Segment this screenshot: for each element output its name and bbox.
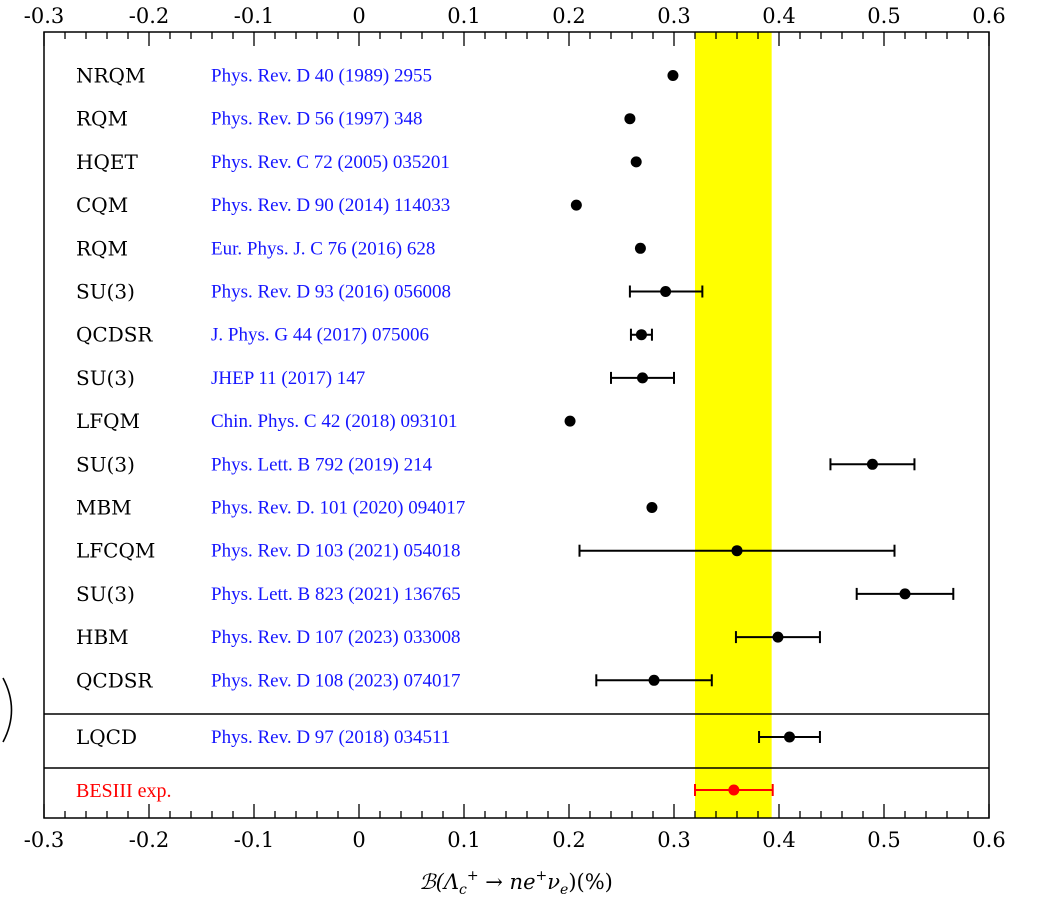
reference-label: Phys. Rev. D 108 (2023) 074017 xyxy=(211,670,460,691)
x-tick-label-top: -0.2 xyxy=(129,4,170,28)
model-label: QCDSR xyxy=(76,323,153,347)
side-glyph-layer xyxy=(2,677,13,743)
x-tick-label-top: 0 xyxy=(352,4,365,28)
exclusion-band-layer xyxy=(695,32,772,818)
model-label: MBM xyxy=(76,496,132,520)
model-label: RQM xyxy=(76,107,128,131)
data-point xyxy=(564,415,576,427)
reference-label: Phys. Lett. B 792 (2019) 214 xyxy=(211,454,433,475)
axis-title-sub: e xyxy=(560,882,568,898)
data-point xyxy=(570,199,582,211)
axis-title-sup: + xyxy=(467,868,479,884)
reference-label: Phys. Lett. B 823 (2021) 136765 xyxy=(211,584,461,605)
reference-label: Phys. Rev. D 97 (2018) 034511 xyxy=(211,727,450,748)
x-tick-label-top: -0.1 xyxy=(234,4,275,28)
plot-frame-layer xyxy=(43,31,990,819)
x-tick-label-bottom: -0.3 xyxy=(24,828,65,852)
model-label: LFCQM xyxy=(76,539,155,563)
x-tick-label-top: 0.6 xyxy=(972,4,1005,28)
model-label: SU(3) xyxy=(76,582,135,606)
data-point xyxy=(624,113,636,125)
x-tick-label-bottom: 0.4 xyxy=(762,828,795,852)
reference-label: Phys. Rev. D. 101 (2020) 094017 xyxy=(211,498,465,519)
tick-marks-layer xyxy=(43,32,990,818)
x-tick-label-bottom: 0.6 xyxy=(972,828,1005,852)
model-label: SU(3) xyxy=(76,452,135,476)
model-label: QCDSR xyxy=(76,668,153,692)
model-label: LFQM xyxy=(76,409,140,433)
experiment-label: BESIII exp. xyxy=(76,780,172,802)
axis-title-sup: + xyxy=(536,868,548,884)
x-tick-label-top: 0.1 xyxy=(447,4,480,28)
data-point xyxy=(784,731,795,743)
data-point xyxy=(646,502,658,513)
model-label: NRQM xyxy=(76,64,145,88)
x-tick-label-bottom: 0.2 xyxy=(552,828,585,852)
x-tick-label-bottom: -0.1 xyxy=(234,828,275,852)
data-point xyxy=(635,329,647,341)
data-point xyxy=(899,588,911,600)
reference-label: Phys. Rev. C 72 (2005) 035201 xyxy=(211,152,450,173)
reference-label: Phys. Rev. D 93 (2016) 056008 xyxy=(211,282,451,303)
x-tick-label-top: 0.2 xyxy=(552,4,585,28)
data-point xyxy=(634,242,646,254)
x-tick-label-bottom: -0.2 xyxy=(129,828,170,852)
axis-title-part: ν xyxy=(547,870,560,894)
measurement-band xyxy=(695,32,772,818)
reference-label: Phys. Rev. D 103 (2021) 054018 xyxy=(211,541,460,562)
axis-title-part: ℬ(Λ xyxy=(419,870,459,894)
data-point xyxy=(772,631,784,643)
reference-label: Phys. Rev. D 40 (1989) 2955 xyxy=(211,66,432,87)
axis-title-sub: c xyxy=(459,882,467,898)
data-point xyxy=(637,372,648,384)
x-tick-label-top: 0.5 xyxy=(867,4,900,28)
model-label: HQET xyxy=(76,150,138,174)
axis-title-part: )(%) xyxy=(568,870,613,894)
data-point xyxy=(731,545,743,557)
data-point xyxy=(866,458,878,470)
plot-frame xyxy=(43,31,990,819)
reference-label: Chin. Phys. C 42 (2018) 093101 xyxy=(211,411,458,432)
axis-title-part: → ne xyxy=(479,870,536,894)
data-point xyxy=(660,286,672,297)
reference-label: JHEP 11 (2017) 147 xyxy=(211,368,365,389)
reference-label: J. Phys. G 44 (2017) 075006 xyxy=(211,325,429,346)
reference-label: Eur. Phys. J. C 76 (2016) 628 xyxy=(211,238,435,259)
data-point xyxy=(630,156,642,168)
model-label: RQM xyxy=(76,236,128,260)
x-tick-label-top: 0.4 xyxy=(762,4,795,28)
reference-label: Phys. Rev. D 107 (2023) 033008 xyxy=(211,627,460,648)
data-point xyxy=(667,70,679,81)
data-point xyxy=(648,674,660,686)
reference-label: Phys. Rev. D 56 (1997) 348 xyxy=(211,109,422,130)
x-tick-label-bottom: 0.5 xyxy=(867,828,900,852)
tick-labels-layer: -0.3 -0.3 -0.2 -0.2 -0.1 -0.1 0 0 0.1 0.1 0.2 0.2 0.… xyxy=(24,4,1006,852)
x-tick-label-top: 0.3 xyxy=(657,4,690,28)
x-tick-label-top: -0.3 xyxy=(24,4,65,28)
x-tick-label-bottom: 0 xyxy=(352,828,365,852)
x-tick-label-bottom: 0.3 xyxy=(657,828,690,852)
model-label: CQM xyxy=(76,193,128,217)
cropped-parenthesis-glyph xyxy=(2,677,13,743)
model-label: SU(3) xyxy=(76,280,135,304)
row-labels-layer: NRQM Phys. Rev. D 40 (1989) 2955 RQM Phys. … xyxy=(76,64,465,803)
experiment-point xyxy=(728,784,740,796)
model-label: HBM xyxy=(76,625,129,649)
model-label: LQCD xyxy=(76,725,137,749)
reference-label: Phys. Rev. D 90 (2014) 114033 xyxy=(211,195,450,216)
model-label: SU(3) xyxy=(76,366,135,390)
data-marks-layer xyxy=(564,70,955,796)
x-tick-label-bottom: 0.1 xyxy=(447,828,480,852)
x-axis-title: ℬ(Λc+ → ne+νe)(%) xyxy=(419,868,613,898)
